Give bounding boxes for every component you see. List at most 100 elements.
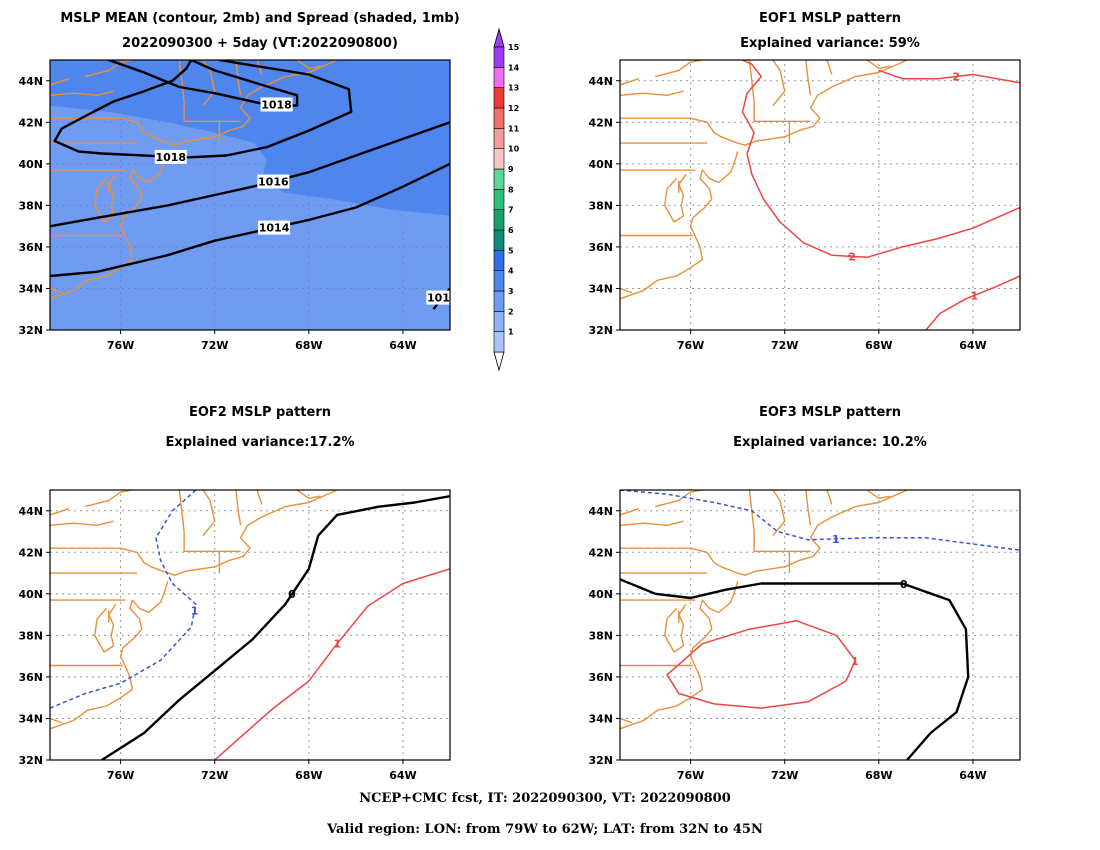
coastline (85, 490, 133, 508)
contour-line-1 (214, 568, 450, 760)
x-tick-label: 64W (389, 769, 416, 782)
panel-eof1: 2 2 1 76W 72W 68W 64W 44N 42N 40N 38N 36N 34N 32N (588, 59, 1021, 352)
coastline (664, 603, 687, 653)
colorbar-swatch (493, 229, 505, 251)
contour-line-1018 (53, 60, 353, 159)
colorbar-tick-label: 9 (508, 165, 514, 174)
y-tick-label: 42N (18, 116, 43, 129)
contour-label: 1 (851, 655, 859, 668)
colorbar-tick-label: 14 (508, 63, 520, 72)
x-tick-label: 76W (107, 769, 134, 782)
x-tick-label: 68W (295, 769, 322, 782)
y-tick-label: 44N (588, 505, 613, 518)
coastline (235, 60, 242, 96)
coastline (256, 490, 263, 505)
coastline (620, 90, 684, 96)
y-tick-label: 40N (18, 158, 43, 171)
contour-label: 1 (191, 605, 199, 618)
y-tick-label: 38N (18, 629, 43, 642)
coastline (202, 490, 216, 537)
panel-eof3: 0 1 1 76W 72W 68W 64W 44N 42N 40N 38N 36N 34N 32N (588, 489, 1021, 782)
contour-label: 0 (288, 588, 296, 601)
panel-frame (49, 489, 451, 761)
y-tick-label: 42N (18, 546, 43, 559)
y-tick-label: 36N (588, 671, 613, 684)
coastline (50, 717, 63, 724)
coastline (50, 90, 114, 96)
coastline (85, 60, 133, 78)
footer-line1: NCEP+CMC fcst, IT: 2022090300, VT: 20220… (359, 791, 731, 806)
panel-frame (619, 59, 1021, 331)
contour-line-neg1 (620, 490, 1020, 551)
y-tick-label: 38N (588, 199, 613, 212)
colorbar-swatch (493, 250, 505, 271)
colorbar-swatch (493, 189, 505, 210)
coastline (664, 173, 687, 223)
contour-line-2 (741, 60, 1020, 259)
coastline (94, 603, 117, 653)
panel-mslp-mean: 1018 1018 1016 1014 1012 76W 72W 68W 64W 44N 42N 40… (18, 59, 458, 352)
coastline (805, 60, 812, 96)
contour-label: 1 (971, 289, 979, 302)
y-tick-label: 32N (588, 754, 613, 767)
x-tick-label: 76W (107, 339, 134, 352)
y-tick-label: 36N (18, 671, 43, 684)
contour-label: 0 (900, 578, 908, 591)
contour-line-neg1 (50, 490, 197, 709)
x-tick-label: 72W (201, 769, 228, 782)
coastline (620, 717, 633, 724)
colorbar-swatch (493, 311, 505, 332)
coastline (772, 490, 786, 537)
y-tick-label: 38N (18, 199, 43, 212)
contour-label-bg (426, 290, 450, 305)
coastline (202, 60, 216, 107)
contour-label: 1018 (261, 98, 292, 111)
colorbar-bottom-arrow (493, 351, 505, 372)
coastline (866, 60, 891, 69)
panel-background (620, 490, 1020, 760)
y-tick-label: 44N (588, 75, 613, 88)
panel-frame (619, 489, 1021, 761)
panel1-subtitle: 2022090300 + 5day (VT:2022090800) (122, 36, 398, 51)
colorbar-tick-label: 11 (508, 124, 520, 133)
colorbar-tick-label: 4 (508, 267, 514, 276)
contour-line-0 (101, 495, 450, 760)
panel-frame (49, 59, 451, 331)
footer-line2: Valid region: LON: from 79W to 62W; LAT:… (326, 822, 763, 837)
colorbar-tick-label: 2 (508, 307, 514, 316)
coastline (748, 490, 811, 552)
colorbar-swatch (493, 270, 505, 292)
colorbar-swatch (493, 46, 505, 68)
coastline (50, 581, 169, 730)
colorbar-tick-label: 5 (508, 246, 514, 255)
coastline (50, 508, 70, 516)
coastline (620, 490, 908, 576)
y-tick-label: 36N (18, 241, 43, 254)
coastline (296, 60, 321, 69)
coastline (235, 490, 242, 526)
panel2-subtitle: Explained variance: 59% (740, 36, 920, 51)
panel4-subtitle: Explained variance: 10.2% (733, 435, 927, 450)
colorbar-swatch (493, 209, 505, 231)
contour-label-bg (260, 97, 293, 112)
y-tick-label: 38N (588, 629, 613, 642)
x-tick-label: 64W (959, 339, 986, 352)
contour-line-1014 (50, 162, 450, 278)
y-tick-label: 42N (588, 116, 613, 129)
panel3-title: EOF2 MSLP pattern (189, 405, 331, 420)
colorbar-tick-label: 7 (508, 206, 514, 215)
y-tick-label: 36N (588, 241, 613, 254)
coastline (620, 581, 739, 730)
contour-label: 1012 (427, 292, 458, 305)
panel4-title: EOF3 MSLP pattern (759, 405, 901, 420)
colorbar-swatch (493, 87, 505, 109)
y-tick-label: 32N (18, 324, 43, 337)
coastline (826, 60, 833, 75)
y-tick-label: 40N (588, 588, 613, 601)
coastline (772, 60, 786, 107)
x-tick-label: 68W (295, 339, 322, 352)
coastline (620, 287, 633, 294)
y-tick-label: 34N (18, 712, 43, 725)
contour-label: 1014 (259, 222, 290, 235)
